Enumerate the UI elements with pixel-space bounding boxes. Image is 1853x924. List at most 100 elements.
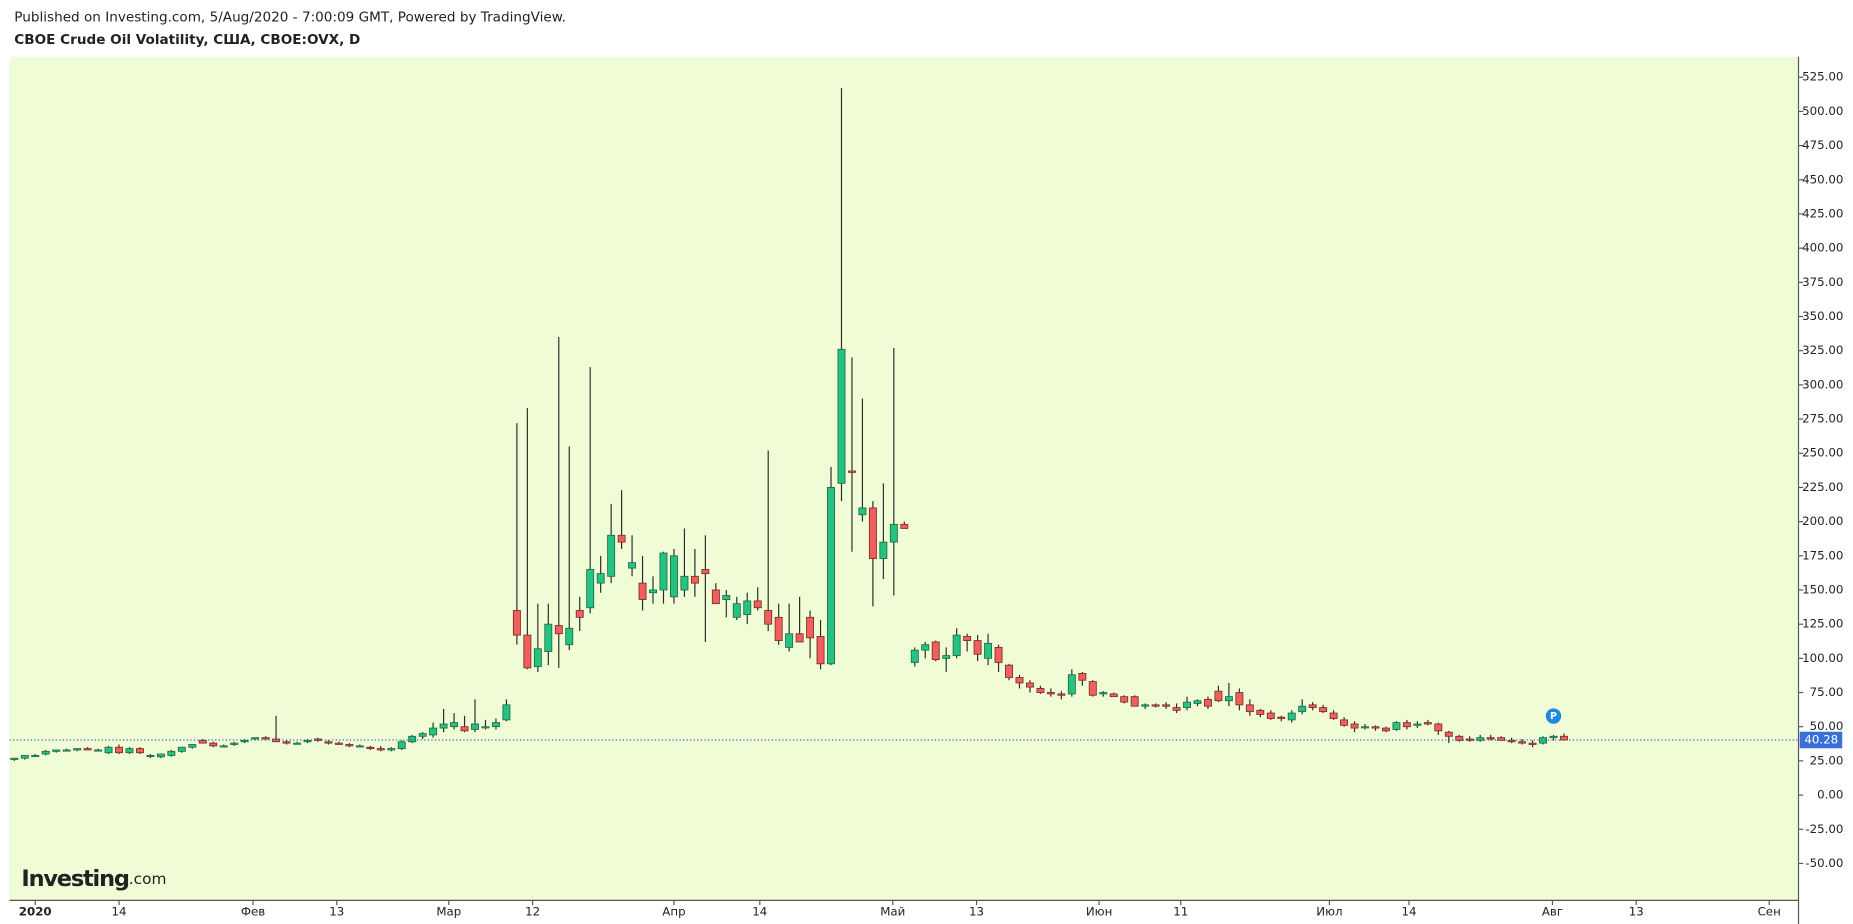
candle-body	[1319, 707, 1328, 713]
candle-body	[209, 742, 218, 747]
x-tick-label: 13	[969, 905, 984, 919]
candle-body	[659, 552, 668, 591]
candle-body	[554, 625, 563, 635]
candle-body	[806, 616, 815, 639]
published-note: Published on Investing.com, 5/Aug/2020 -…	[14, 10, 566, 26]
last-price-box	[1799, 731, 1843, 749]
candle-body	[481, 726, 490, 729]
candle-body	[1130, 696, 1139, 707]
candle-body	[1486, 737, 1495, 740]
x-tick-label: Апр	[662, 905, 685, 919]
candle-body	[125, 748, 134, 754]
x-tick-label: 13	[1629, 905, 1644, 919]
y-tick-label: 175.00	[1802, 548, 1843, 562]
y-tick-label: 325.00	[1802, 343, 1843, 357]
candle-body	[1518, 741, 1527, 744]
candle-body	[1528, 742, 1537, 745]
x-tick-label: 2020	[19, 905, 52, 919]
candle-body	[439, 723, 448, 729]
last-price-label: 40.28	[1804, 733, 1838, 747]
candle-body	[711, 589, 720, 605]
candle-body	[785, 633, 794, 648]
candle-body	[879, 541, 888, 559]
candle-body	[376, 748, 385, 751]
candle-body	[1015, 677, 1024, 684]
candle-body	[575, 610, 584, 618]
candle-body	[638, 582, 647, 600]
y-tick-label: 450.00	[1802, 172, 1843, 186]
candle-body	[62, 749, 71, 752]
y-tick-label: 125.00	[1802, 617, 1843, 631]
candle-body	[1204, 698, 1212, 707]
candle-body	[20, 755, 29, 759]
candle-body	[1067, 674, 1076, 695]
candle-body	[1549, 735, 1558, 739]
candle-body	[1099, 692, 1108, 695]
x-tick-label: 14	[1401, 905, 1416, 919]
candle-body	[607, 534, 616, 577]
candle-body	[1382, 727, 1390, 732]
candle-body	[910, 649, 919, 663]
candle-body	[1455, 735, 1464, 741]
candle-body	[1308, 704, 1317, 708]
candle-body	[900, 523, 909, 529]
candle-body	[942, 655, 951, 659]
y-tick-label: 50.00	[1810, 719, 1844, 733]
candle-body	[115, 746, 123, 754]
candle-body	[1361, 726, 1369, 729]
candle-body	[586, 569, 595, 609]
candle-body	[827, 487, 835, 665]
x-tick-label: 14	[752, 905, 767, 919]
y-tick-label: 150.00	[1802, 582, 1843, 596]
y-tick-label: 75.00	[1810, 685, 1844, 699]
candle-body	[1507, 739, 1516, 743]
logo: Investing.com	[21, 866, 166, 892]
candle-body	[1413, 723, 1422, 726]
candle-body	[596, 573, 605, 584]
candle-body	[219, 745, 228, 748]
candle-body	[460, 726, 469, 732]
candle-body	[1497, 737, 1506, 741]
candle-body	[973, 640, 982, 655]
y-tick-label: -25.00	[1805, 822, 1843, 836]
candle-body	[753, 600, 762, 609]
candle-body	[94, 749, 103, 752]
candle-body	[156, 753, 165, 758]
candle-body	[1256, 709, 1265, 715]
candle-body	[1141, 704, 1150, 707]
candle-body	[680, 575, 689, 591]
candle-body	[1172, 707, 1181, 711]
x-tick-label: 14	[112, 905, 127, 919]
candle-body	[83, 748, 92, 751]
y-tick-label: 425.00	[1802, 206, 1843, 220]
candle-body	[1539, 737, 1547, 744]
candle-body	[868, 507, 877, 559]
candle-body	[366, 746, 375, 750]
candle-body	[1287, 712, 1296, 721]
candle-body	[1329, 712, 1338, 719]
plot-area	[9, 56, 1799, 901]
marker-icon	[1545, 708, 1562, 724]
candle-body	[1183, 701, 1191, 708]
candle-body	[649, 589, 657, 594]
candle-body	[41, 750, 50, 755]
candle-body	[397, 741, 406, 750]
y-tick-label: 275.00	[1802, 412, 1843, 426]
candle-body	[261, 737, 270, 740]
candle-body	[544, 623, 553, 652]
candle-body	[512, 610, 521, 636]
candle-body	[701, 569, 710, 574]
candle-body	[1266, 712, 1275, 719]
candle-body	[931, 641, 940, 661]
candle-body	[387, 748, 396, 751]
y-tick-label: 350.00	[1802, 309, 1843, 323]
candle-body	[450, 722, 459, 728]
candle-body	[429, 727, 438, 736]
candle-body	[1476, 737, 1485, 741]
y-tick-label: 500.00	[1802, 104, 1843, 118]
candle-body	[1046, 692, 1055, 695]
candle-body	[1193, 700, 1202, 704]
candle-body	[418, 733, 427, 737]
candle-body	[251, 737, 260, 740]
y-tick-label: 400.00	[1802, 241, 1843, 255]
